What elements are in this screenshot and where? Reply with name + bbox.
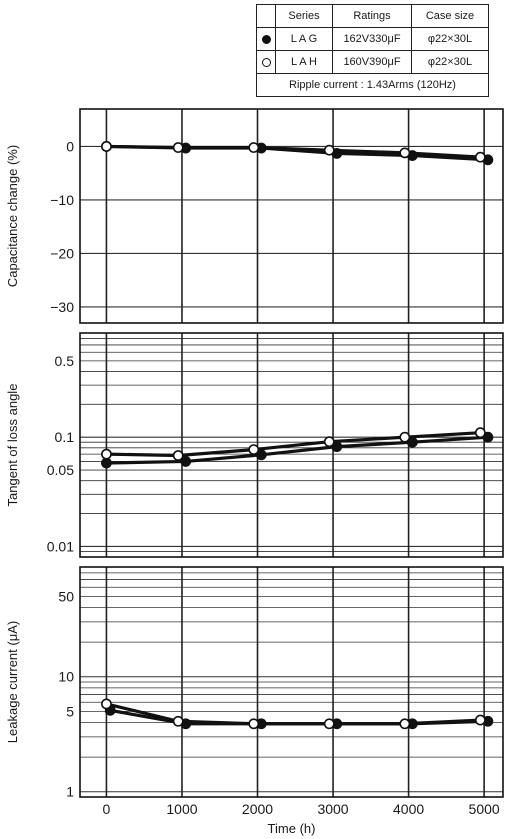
capacitance-data-point-lah xyxy=(474,151,486,163)
x-tick-label: 1000 xyxy=(166,801,197,817)
tangent-ytick-label: 0.05 xyxy=(47,462,74,478)
tangent-data-point-lah xyxy=(172,450,184,461)
leakage-plot-frame xyxy=(79,566,504,798)
legend-header-row: Series Ratings Case size xyxy=(256,4,489,28)
tangent-data-point-lah xyxy=(101,448,112,460)
legend-row-lah: L A H 160V390μF φ22×30L xyxy=(256,50,489,74)
leakage-data-point-lah xyxy=(172,715,184,727)
x-tick-label: 5000 xyxy=(469,801,500,817)
legend-note-row: Ripple current : 1.43Arms (120Hz) xyxy=(256,73,489,97)
tangent-data-point-lah xyxy=(474,427,486,439)
capacitance-ytick-label: −30 xyxy=(50,299,74,315)
tangent-data-point-lag xyxy=(331,441,343,453)
legend-case-lag: φ22×30L xyxy=(411,27,489,51)
tangent-series-line-lag xyxy=(106,435,488,465)
capacitance-series-line-lah xyxy=(106,144,481,159)
leakage-data-point-lah xyxy=(248,718,260,730)
tangent-y-axis-label: Tangent of loss angle xyxy=(5,384,20,507)
tangent-data-point-lag xyxy=(101,457,112,469)
capacitance-ytick-label: −20 xyxy=(50,245,74,261)
leakage-ytick-label: 5 xyxy=(66,703,74,719)
legend-table: Series Ratings Case size L A G 162V330μF… xyxy=(256,4,489,97)
tangent-data-point-lah xyxy=(248,444,260,456)
tangent-ytick-label: 0.01 xyxy=(47,538,74,554)
legend-header-ratings: Ratings xyxy=(332,4,412,28)
x-tick-label: 4000 xyxy=(393,801,424,817)
tangent-data-point-lag xyxy=(255,449,267,461)
tangent-data-point-lag xyxy=(406,436,418,448)
open-circle-icon xyxy=(261,57,271,67)
capacitance-ytick-label: 0 xyxy=(66,138,74,154)
leakage-data-point-lah xyxy=(474,714,486,726)
filled-circle-icon xyxy=(261,34,271,44)
tangent-ytick-label: 0.5 xyxy=(55,353,75,369)
capacitance-ytick-label: −10 xyxy=(50,192,74,208)
tangent-data-point-lag xyxy=(180,456,192,467)
legend-header-series: Series xyxy=(275,4,333,28)
capacitance-plot-frame xyxy=(79,108,504,324)
legend-row-lag: L A G 162V330μF φ22×30L xyxy=(256,27,489,51)
tangent-data-point-lah xyxy=(323,436,335,448)
capacitance-data-point-lah xyxy=(323,144,335,156)
capacitance-data-point-lah xyxy=(399,147,411,159)
legend-ripple-note: Ripple current : 1.43Arms (120Hz) xyxy=(256,73,489,97)
x-tick-label: 0 xyxy=(103,801,111,817)
leakage-ytick-label: 50 xyxy=(58,588,74,604)
leakage-ytick-label: 10 xyxy=(58,669,74,685)
legend-header-case: Case size xyxy=(411,4,489,28)
leakage-data-point-lah xyxy=(399,718,411,730)
tangent-series-line-lah xyxy=(106,431,481,458)
legend-rating-lah: 160V390μF xyxy=(332,50,412,74)
capacitance-data-point-lah xyxy=(172,142,184,153)
capacitance-data-point-lah xyxy=(248,142,260,153)
x-axis-label: Time (h) xyxy=(268,821,316,836)
leakage-y-axis-label: Leakage current (μA) xyxy=(5,621,20,743)
x-tick-label: 3000 xyxy=(317,801,348,817)
capacitance-data-point-lah xyxy=(101,141,112,152)
tangent-data-point-lah xyxy=(399,431,411,443)
tangent-plot-frame xyxy=(79,332,504,558)
x-tick-label: 2000 xyxy=(242,801,273,817)
tangent-ytick-label: 0.1 xyxy=(55,429,75,445)
capacitance-y-axis-label: Capacitance change (%) xyxy=(5,145,20,287)
legend-series-lah: L A H xyxy=(275,50,333,74)
leakage-ytick-label: 1 xyxy=(66,784,74,800)
leakage-data-point-lah xyxy=(323,718,335,730)
leakage-data-point-lah xyxy=(101,698,112,710)
